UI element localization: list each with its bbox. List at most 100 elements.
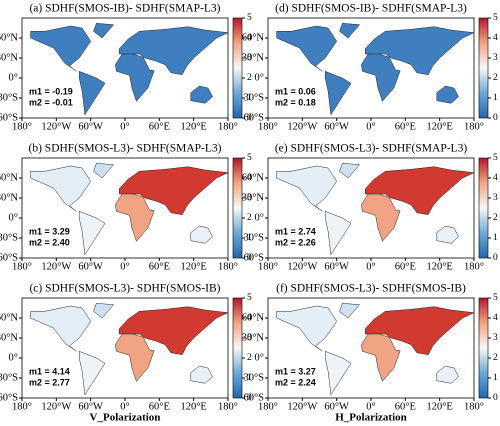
- colorbar-tick-label: 5: [493, 293, 498, 303]
- landmass: [365, 166, 475, 215]
- lat-tick-label: 30°N: [0, 332, 18, 343]
- lon-tick-label: 180°: [218, 261, 238, 272]
- stat-annotation: m1 = 3.27: [275, 366, 316, 376]
- stat-annotation: m1 = 4.14: [29, 366, 70, 376]
- lat-tick-label: 60°S: [243, 392, 264, 403]
- colorbar-tick-label: 3: [493, 53, 498, 63]
- colorbar-tick-label: 3: [493, 193, 498, 203]
- landmass: [190, 225, 213, 244]
- colorbar-tick-label: 4: [247, 313, 252, 323]
- colorbar-tick-label: 0: [493, 393, 498, 403]
- lat-tick-label: 60°N: [0, 312, 18, 323]
- lon-tick-label: 0°: [120, 401, 129, 412]
- colorbar-tick-label: 1: [493, 233, 498, 243]
- colorbar-tick-label: 2: [247, 353, 252, 363]
- colorbar-tick-label: 1: [493, 373, 498, 383]
- lon-tick-label: 120°W: [287, 401, 317, 412]
- landmass: [365, 306, 475, 355]
- lon-tick-label: 120°E: [180, 261, 206, 272]
- lon-tick-label: 60°W: [324, 121, 349, 132]
- lat-tick-label: 0°: [255, 352, 264, 363]
- lon-tick-label: 120°E: [180, 401, 206, 412]
- lat-tick-label: 60°N: [242, 312, 265, 323]
- landmass: [119, 26, 229, 75]
- lon-tick-label: 120°W: [41, 401, 71, 412]
- lat-tick-label: 0°: [9, 72, 18, 83]
- lat-tick-label: 60°N: [0, 172, 18, 183]
- lon-tick-label: 120°W: [287, 261, 317, 272]
- lon-tick-label: 60°E: [149, 121, 170, 132]
- landmass: [93, 303, 115, 319]
- colorbar-tick-label: 4: [493, 33, 498, 43]
- lon-tick-label: 180°: [218, 121, 238, 132]
- colorbar-tick-label: 2: [247, 73, 252, 83]
- colorbar-tick-label: 1: [247, 373, 252, 383]
- colorbar-tick-label: 5: [247, 153, 252, 163]
- lon-tick-label: 60°W: [78, 401, 103, 412]
- lat-tick-label: 30°N: [0, 192, 18, 203]
- lon-tick-label: 180°: [464, 261, 484, 272]
- landmass: [324, 350, 352, 396]
- colorbar-tick-label: 4: [247, 33, 252, 43]
- lon-tick-label: 120°W: [41, 261, 71, 272]
- lon-tick-label: 120°E: [180, 121, 206, 132]
- colorbar: [478, 17, 489, 119]
- column-label: H_Polarization: [335, 412, 407, 424]
- colorbar-tick-label: 2: [493, 353, 498, 363]
- colorbar: [232, 297, 243, 399]
- panel-title: (a) SDHF(SMOS-IB)- SDHF(SMAP-L3): [29, 3, 220, 15]
- stat-annotation: m1 = 2.74: [275, 226, 316, 236]
- colorbar-tick-label: 4: [493, 173, 498, 183]
- column-label: V_Polarization: [90, 412, 161, 424]
- lon-tick-label: 180°: [218, 401, 238, 412]
- lon-tick-label: 180°: [464, 401, 484, 412]
- lat-tick-label: 60°S: [0, 392, 18, 403]
- colorbar-tick-label: 0: [247, 393, 252, 403]
- lon-tick-label: 180°: [12, 261, 32, 272]
- landmass: [339, 303, 361, 319]
- lon-tick-label: 60°W: [324, 401, 349, 412]
- landmass: [190, 85, 213, 104]
- lon-tick-label: 60°W: [324, 261, 349, 272]
- lat-tick-label: 60°S: [243, 252, 264, 263]
- colorbar-tick-label: 1: [247, 233, 252, 243]
- landmass: [436, 225, 459, 244]
- landmass: [324, 210, 352, 256]
- lon-tick-label: 180°: [12, 401, 32, 412]
- colorbar-tick-label: 3: [493, 333, 498, 343]
- colorbar-tick-label: 3: [247, 333, 252, 343]
- lat-tick-label: 30°S: [0, 92, 18, 103]
- colorbar-tick-label: 0: [493, 113, 498, 123]
- stat-annotation: m2 = 2.26: [275, 237, 316, 247]
- lon-tick-label: 0°: [120, 261, 129, 272]
- colorbar-tick-label: 0: [247, 113, 252, 123]
- colorbar-tick-label: 0: [493, 253, 498, 263]
- lat-tick-label: 30°N: [242, 52, 265, 63]
- colorbar-tick-label: 4: [247, 173, 252, 183]
- colorbar-tick-label: 2: [247, 213, 252, 223]
- lon-tick-label: 180°: [464, 121, 484, 132]
- lat-tick-label: 60°N: [242, 172, 265, 183]
- lon-tick-label: 0°: [366, 261, 375, 272]
- lon-tick-label: 60°E: [395, 261, 416, 272]
- landmass: [78, 350, 106, 396]
- lon-tick-label: 180°: [258, 121, 278, 132]
- lon-tick-label: 60°W: [78, 261, 103, 272]
- lon-tick-label: 60°E: [395, 121, 416, 132]
- landmass: [339, 23, 361, 39]
- landmass: [276, 165, 338, 212]
- lat-tick-label: 60°S: [243, 112, 264, 123]
- lon-tick-label: 120°E: [426, 261, 452, 272]
- lon-tick-label: 60°W: [78, 121, 103, 132]
- colorbar-tick-label: 3: [247, 53, 252, 63]
- lat-tick-label: 60°N: [242, 32, 265, 43]
- lat-tick-label: 30°S: [243, 232, 264, 243]
- landmass: [339, 163, 361, 179]
- landmass: [93, 163, 115, 179]
- colorbar-tick-label: 5: [247, 293, 252, 303]
- colorbar-tick-label: 2: [493, 213, 498, 223]
- lon-tick-label: 120°W: [41, 121, 71, 132]
- landmass: [30, 25, 92, 72]
- landmass: [276, 305, 338, 352]
- landmass: [190, 365, 213, 384]
